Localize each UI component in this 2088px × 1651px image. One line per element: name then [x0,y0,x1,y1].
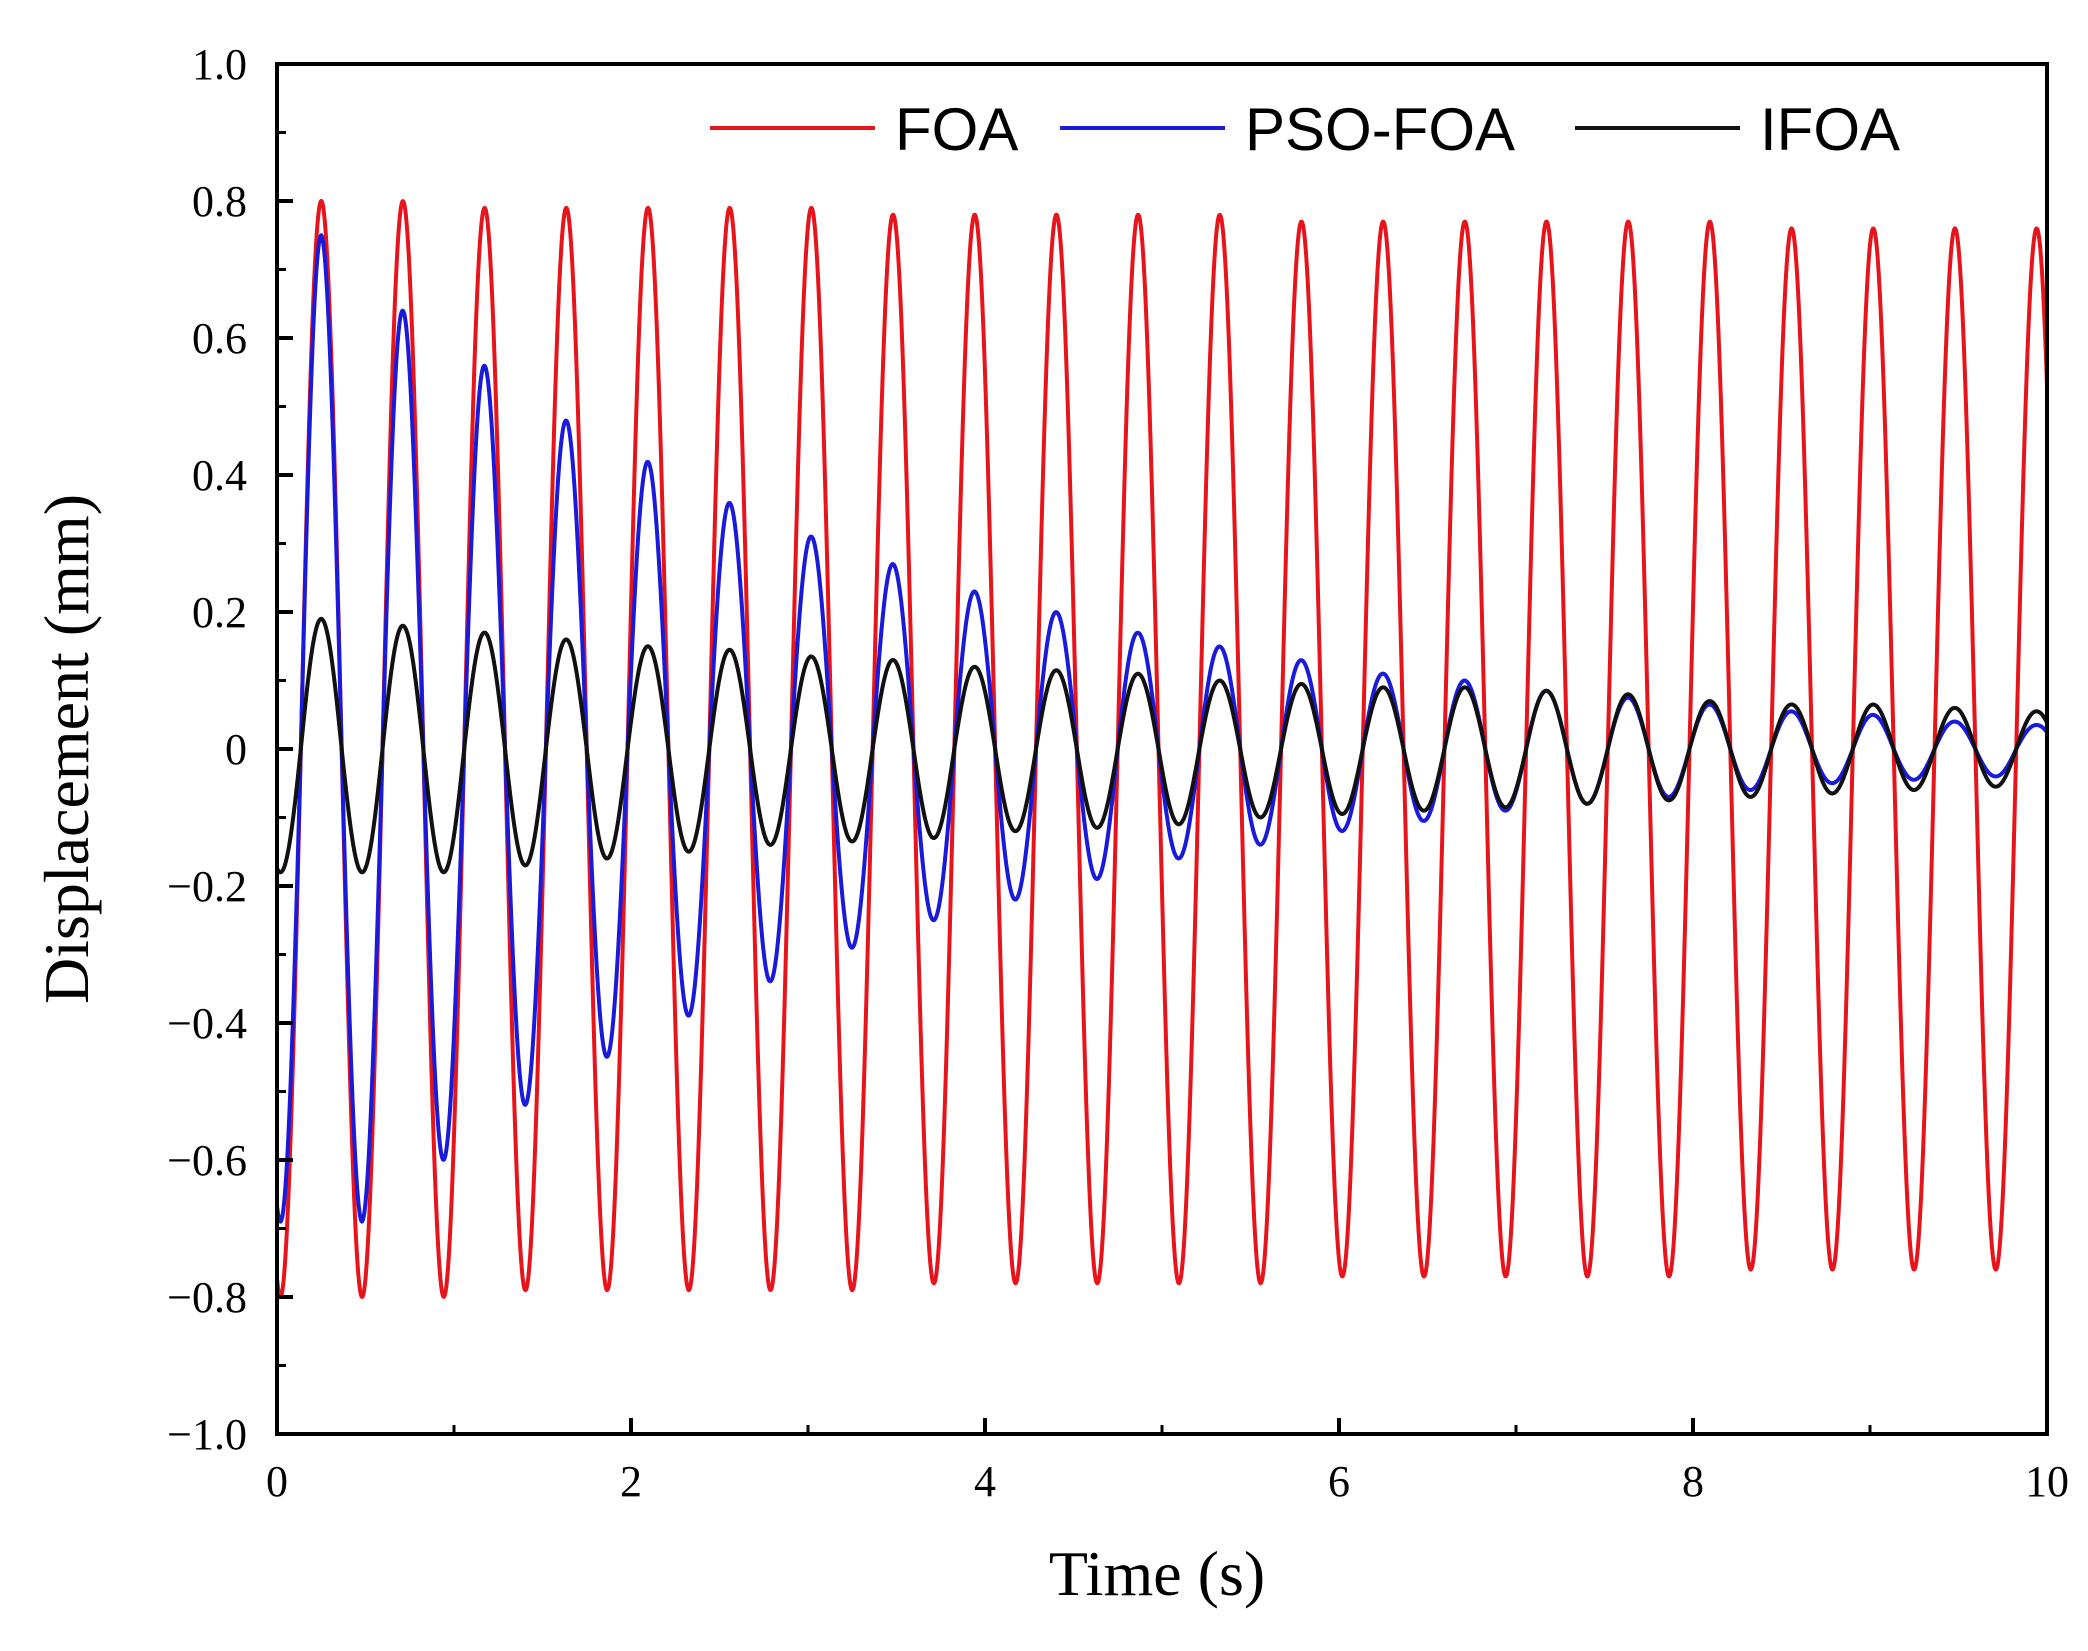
y-tick-label: 0 [225,725,247,774]
y-tick-label: 0.4 [192,451,247,500]
x-axis-tick-labels: 0 2 4 6 8 10 [266,1457,2069,1506]
y-tick-label: 0.2 [192,588,247,637]
y-axis-title: Displacement (mm) [31,494,102,1004]
x-tick-label: 10 [2025,1457,2069,1506]
plot-frame [275,62,2049,1436]
x-tick-label: 4 [974,1457,996,1506]
y-tick-label: −0.6 [167,1136,247,1185]
y-tick-label: −0.2 [167,862,247,911]
series-line-foa [275,199,2049,1299]
legend-label-ifoa: IFOA [1760,96,1900,163]
series-line-ifoa [275,616,2049,875]
x-axis-title: Time (s) [1049,1538,1265,1609]
y-axis-tick-labels: 1.0 0.8 0.6 0.4 0.2 0 −0.2 −0.4 −0.6 −0.8 −1.0 [167,40,247,1459]
x-tick-label: 2 [620,1457,642,1506]
x-tick-label: 8 [1682,1457,1704,1506]
x-tick-label: 0 [266,1457,288,1506]
legend-label-foa: FOA [895,96,1018,163]
y-tick-label: −0.4 [167,999,247,1048]
y-tick-label: 1.0 [192,40,247,89]
legend: FOA PSO-FOA IFOA [710,96,1900,163]
x-tick-label: 6 [1328,1457,1350,1506]
y-tick-label: 0.6 [192,314,247,363]
legend-label-pso-foa: PSO-FOA [1245,96,1515,163]
series-curves [275,199,2049,1299]
axis-ticks [275,62,2049,1436]
y-tick-label: 0.8 [192,177,247,226]
y-tick-label: −0.8 [167,1273,247,1322]
y-tick-label: −1.0 [167,1410,247,1459]
